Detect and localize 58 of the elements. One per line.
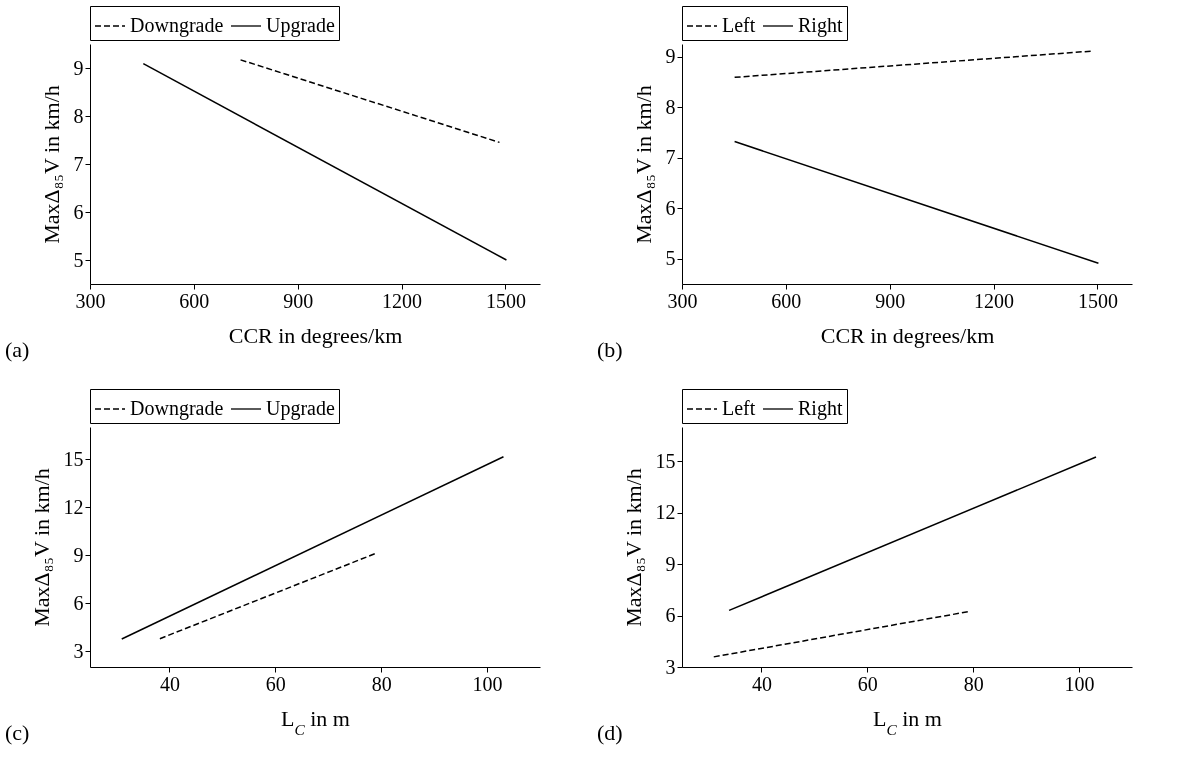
x-axis-title: CCR in degrees/km <box>228 322 403 348</box>
x-tick-label: 40 <box>751 672 772 695</box>
text: (d) <box>597 720 623 745</box>
legend-label: Left <box>722 14 756 36</box>
y-tick-label: 6 <box>665 196 676 219</box>
y-tick-label: 9 <box>73 543 84 566</box>
y-tick-label: 6 <box>73 591 84 614</box>
y-axis-title: MaxΔ₈₅V in km/h <box>620 468 646 627</box>
y-tick-label: 8 <box>665 95 676 118</box>
legend-label: Upgrade <box>266 397 335 420</box>
x-tick-label: 900 <box>875 289 906 312</box>
y-axis-title: MaxΔ₈₅V in km/h <box>38 85 64 244</box>
text: (c) <box>5 720 30 745</box>
x-tick-label: 80 <box>963 672 984 695</box>
y-tick-label: 12 <box>63 495 84 518</box>
legend-label: Upgrade <box>266 14 335 37</box>
y-tick-label: 15 <box>63 447 84 470</box>
x-tick-label: 60 <box>857 672 878 695</box>
x-tick-label: 60 <box>265 672 286 695</box>
x-tick-label: 1500 <box>485 289 526 312</box>
x-axis-title: L$_{C}$ in m <box>281 705 350 737</box>
legend-label: Downgrade <box>130 14 224 37</box>
text: (b) <box>597 337 623 362</box>
x-tick-label: 1500 <box>1077 289 1118 312</box>
x-tick-label: 300 <box>75 289 106 312</box>
y-tick-label: 7 <box>73 152 84 175</box>
x-tick-label: 100 <box>472 672 503 695</box>
legend-label: Right <box>798 397 843 420</box>
y-tick-label: 3 <box>73 639 84 662</box>
x-tick-label: 80 <box>371 672 392 695</box>
legend-label: Right <box>798 14 843 37</box>
y-tick-label: 5 <box>665 247 676 270</box>
x-tick-label: 600 <box>179 289 210 312</box>
y-tick-label: 9 <box>665 45 676 68</box>
y-tick-label: 8 <box>73 104 84 127</box>
x-tick-label: 1200 <box>382 289 423 312</box>
y-axis-title: MaxΔ₈₅V in km/h <box>28 468 54 627</box>
x-tick-label: 900 <box>283 289 314 312</box>
y-tick-label: 5 <box>73 248 84 271</box>
y-tick-label: 6 <box>665 604 676 627</box>
x-tick-label: 100 <box>1064 672 1095 695</box>
x-tick-label: 1200 <box>974 289 1015 312</box>
y-tick-label: 12 <box>655 501 676 524</box>
x-axis-title: CCR in degrees/km <box>820 322 995 348</box>
x-tick-label: 300 <box>667 289 698 312</box>
y-tick-label: 7 <box>665 146 676 169</box>
y-tick-label: 15 <box>655 449 676 472</box>
x-axis-title: L$_{C}$ in m <box>873 705 942 737</box>
y-tick-label: 3 <box>665 655 676 678</box>
x-tick-label: 600 <box>771 289 802 312</box>
y-axis-title: MaxΔ₈₅V in km/h <box>630 85 656 244</box>
y-tick-label: 6 <box>73 200 84 223</box>
y-tick-label: 9 <box>73 56 84 79</box>
y-tick-label: 9 <box>665 552 676 575</box>
text: (a) <box>5 337 30 362</box>
x-tick-label: 40 <box>159 672 180 695</box>
legend-label: Left <box>722 397 756 419</box>
legend-label: Downgrade <box>130 397 224 420</box>
